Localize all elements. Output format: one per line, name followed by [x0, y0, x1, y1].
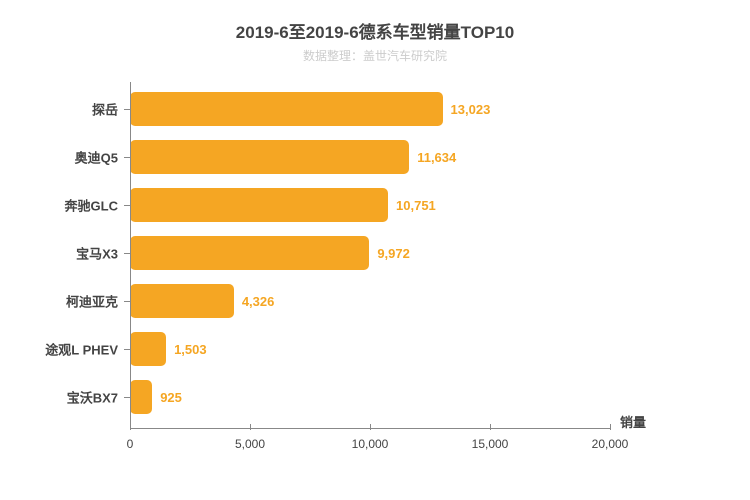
bar: [130, 188, 388, 222]
category-label: 柯迪亚克: [66, 292, 118, 311]
chart-subtitle: 数据整理：盖世汽车研究院: [40, 47, 710, 64]
y-tick: [124, 109, 130, 110]
bar-value-label: 10,751: [396, 198, 436, 213]
x-axis: 05,00010,00015,00020,000: [130, 428, 610, 429]
bar: [130, 380, 152, 414]
bar-row: 奔驰GLC10,751: [130, 188, 436, 222]
x-tick: [250, 424, 251, 430]
x-axis-title: 销量: [620, 412, 646, 431]
y-tick: [124, 301, 130, 302]
bar-value-label: 925: [160, 390, 182, 405]
x-tick-label: 5,000: [235, 437, 265, 451]
bar: [130, 236, 369, 270]
bar-value-label: 11,634: [417, 150, 456, 165]
bar: [130, 140, 409, 174]
x-tick: [490, 424, 491, 430]
y-tick: [124, 397, 130, 398]
bar-row: 柯迪亚克4,326: [130, 284, 274, 318]
bar-row: 宝马X39,972: [130, 236, 410, 270]
x-tick-label: 0: [127, 437, 134, 451]
bar-row: 奥迪Q511,634: [130, 140, 456, 174]
bar-value-label: 13,023: [451, 102, 491, 117]
category-label: 宝沃BX7: [67, 388, 118, 407]
x-tick: [130, 424, 131, 430]
bar: [130, 284, 234, 318]
plot-area: 探岳13,023 奥迪Q511,634 奔驰GLC10,751 宝马X39,972 柯迪…: [130, 82, 710, 452]
category-label: 奔驰GLC: [65, 196, 118, 215]
y-tick: [124, 157, 130, 158]
y-tick: [124, 349, 130, 350]
chart-title: 2019-6至2019-6德系车型销量TOP10: [40, 18, 710, 43]
bars-region: 探岳13,023 奥迪Q511,634 奔驰GLC10,751 宝马X39,972 柯迪…: [130, 92, 610, 432]
y-tick: [124, 253, 130, 254]
category-label: 途观L PHEV: [45, 340, 118, 359]
y-axis-line: [130, 82, 131, 428]
bar-row: 探岳13,023: [130, 92, 490, 126]
bar-value-label: 9,972: [377, 246, 410, 261]
bar-value-label: 1,503: [174, 342, 207, 357]
bar-row: 宝沃BX7925: [130, 380, 182, 414]
bar-value-label: 4,326: [242, 294, 275, 309]
x-tick-label: 20,000: [592, 437, 629, 451]
bar-row: 途观L PHEV1,503: [130, 332, 207, 366]
bar: [130, 92, 443, 126]
x-tick-label: 10,000: [352, 437, 389, 451]
x-tick: [610, 424, 611, 430]
y-tick: [124, 205, 130, 206]
category-label: 宝马X3: [76, 244, 118, 263]
category-label: 探岳: [92, 100, 118, 119]
category-label: 奥迪Q5: [75, 148, 118, 167]
bar: [130, 332, 166, 366]
x-tick: [370, 424, 371, 430]
chart-container: 2019-6至2019-6德系车型销量TOP10 数据整理：盖世汽车研究院 探岳…: [0, 0, 750, 500]
x-tick-label: 15,000: [472, 437, 509, 451]
